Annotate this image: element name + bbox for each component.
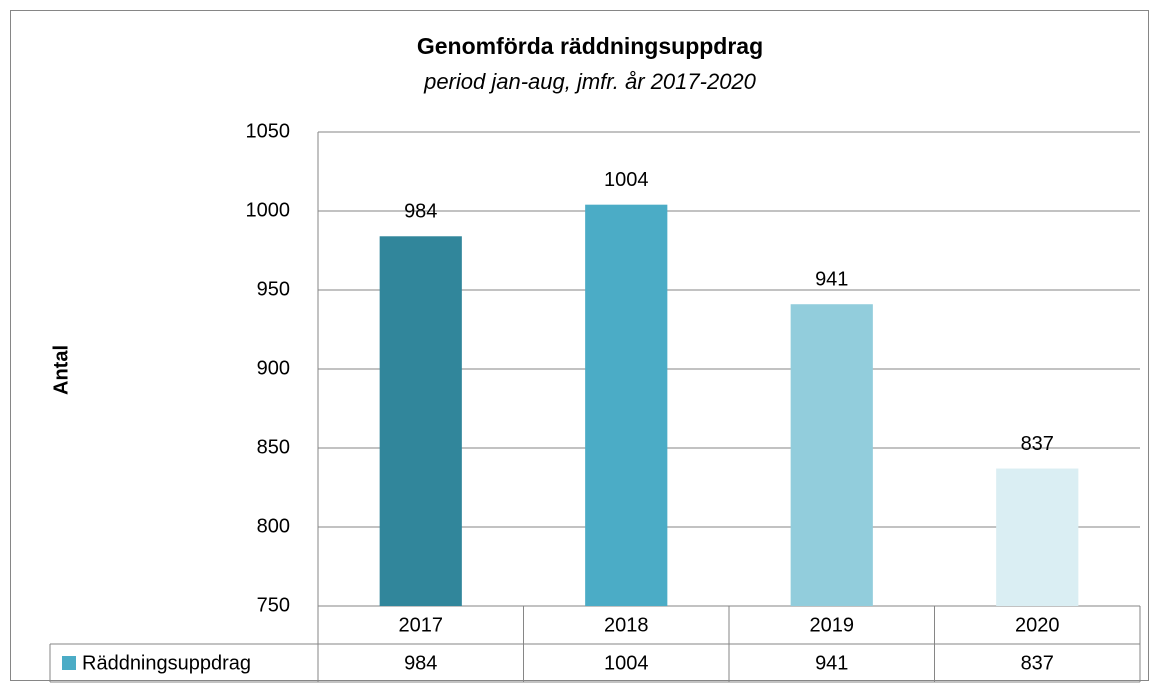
- data-label: 1004: [604, 169, 649, 191]
- legend-swatch: [62, 656, 76, 670]
- legend-label: Räddningsuppdrag: [82, 652, 251, 674]
- bar: [996, 468, 1079, 606]
- y-tick-label: 1050: [246, 120, 291, 142]
- table-value: 984: [404, 652, 437, 674]
- table-value: 837: [1021, 652, 1054, 674]
- x-tick-label: 2018: [604, 614, 649, 636]
- y-tick-label: 900: [257, 357, 290, 379]
- chart-title: Genomförda räddningsuppdrag: [417, 33, 763, 59]
- table-value: 1004: [604, 652, 649, 674]
- y-axis-label: Antal: [50, 345, 72, 395]
- bar: [585, 204, 668, 606]
- bar: [790, 304, 873, 606]
- x-tick-label: 2020: [1015, 614, 1060, 636]
- table-value: 941: [815, 652, 848, 674]
- y-tick-label: 950: [257, 278, 290, 300]
- chart-border: [10, 10, 1149, 681]
- bar: [379, 236, 462, 606]
- x-tick-label: 2017: [399, 614, 444, 636]
- data-label: 941: [815, 269, 848, 291]
- y-tick-label: 750: [257, 594, 290, 616]
- y-tick-label: 850: [257, 436, 290, 458]
- y-tick-label: 1000: [246, 199, 291, 221]
- data-label: 837: [1021, 433, 1054, 455]
- y-tick-label: 800: [257, 515, 290, 537]
- data-label: 984: [404, 201, 437, 223]
- chart-subtitle: period jan-aug, jmfr. år 2017-2020: [423, 69, 757, 94]
- x-tick-label: 2019: [810, 614, 855, 636]
